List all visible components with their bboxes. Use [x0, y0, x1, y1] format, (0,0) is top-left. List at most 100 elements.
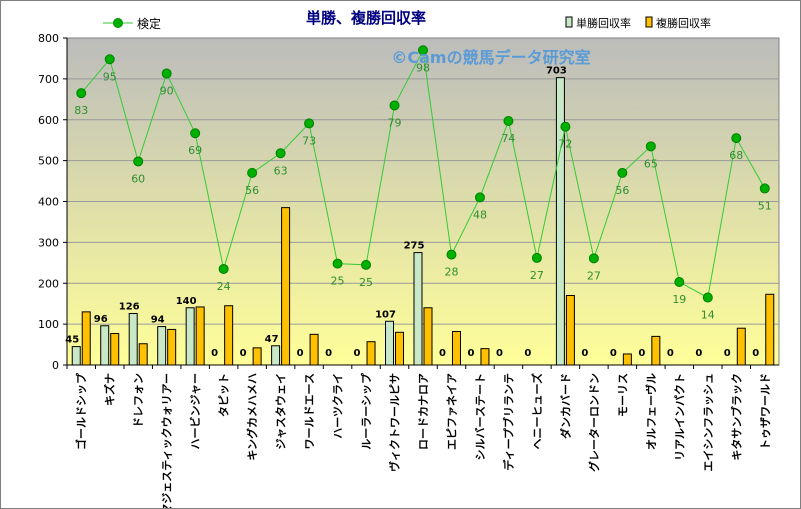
win-value-label: 96	[94, 314, 108, 325]
place-bar	[395, 331, 405, 366]
score-value-label: 19	[672, 293, 686, 306]
score-marker	[702, 292, 713, 303]
score-value-label: 25	[359, 276, 373, 289]
place-bar	[451, 330, 461, 366]
y-tick-label: 300	[38, 236, 59, 249]
y-tick-label: 800	[38, 32, 59, 45]
win-value-label: 703	[546, 66, 567, 77]
legend-win-swatch	[565, 16, 573, 28]
score-value-label: 27	[530, 269, 544, 282]
score-value-label: 14	[701, 309, 715, 322]
category-label: ハーツクライ	[332, 373, 345, 439]
score-value-label: 48	[473, 208, 487, 221]
place-bar	[651, 335, 661, 366]
score-marker	[474, 192, 485, 203]
category-label: マジェスティックウォリアー	[161, 373, 174, 508]
score-value-label: 72	[558, 138, 572, 151]
win-bar	[71, 346, 81, 366]
place-bar	[167, 328, 177, 366]
score-marker	[503, 115, 514, 126]
win-value-label: 0	[724, 348, 731, 359]
win-bar	[157, 326, 167, 366]
legend-line-label: 検定	[137, 16, 161, 31]
win-value-label: 0	[297, 348, 304, 359]
win-bar	[100, 325, 110, 366]
place-bar	[224, 305, 234, 366]
win-value-label: 0	[667, 348, 674, 359]
score-value-label: 74	[501, 132, 515, 145]
category-label: キタサンブラック	[729, 373, 743, 461]
win-value-label: 275	[404, 241, 425, 252]
category-label: ジャスタウェイ	[275, 373, 288, 449]
win-value-label: 140	[176, 296, 197, 307]
category-label: グレーターロンドン	[587, 373, 601, 472]
win-value-label: 0	[240, 348, 247, 359]
score-marker	[588, 253, 599, 264]
win-value-label: 0	[211, 348, 218, 359]
category-label: エイシンフラッシュ	[702, 373, 715, 472]
score-marker	[76, 88, 87, 99]
win-value-label: 0	[325, 348, 332, 359]
place-bar	[138, 343, 148, 366]
win-value-label: 45	[65, 335, 79, 346]
win-bar	[128, 312, 138, 366]
place-bar	[736, 327, 746, 366]
win-value-label: 94	[151, 315, 165, 326]
y-tick-label: 600	[38, 114, 59, 127]
y-tick-label: 400	[38, 196, 59, 209]
score-marker	[731, 133, 742, 144]
score-marker	[389, 100, 400, 111]
category-label: オルフェーヴル	[644, 373, 658, 450]
score-value-label: 25	[331, 275, 345, 288]
win-bar	[271, 345, 281, 366]
category-label: ロードカナロア	[417, 373, 430, 450]
score-value-label: 56	[615, 184, 629, 197]
score-marker	[104, 54, 115, 65]
chart-title: 単勝、複勝回収率	[306, 9, 426, 27]
score-value-label: 79	[388, 116, 402, 129]
win-bar	[555, 77, 565, 366]
score-value-label: 63	[274, 164, 288, 177]
score-value-label: 95	[103, 70, 117, 83]
place-bar	[765, 293, 775, 366]
win-value-label: 0	[695, 348, 702, 359]
win-value-label: 47	[265, 334, 279, 345]
score-marker	[218, 263, 229, 274]
win-value-label: 0	[638, 348, 645, 359]
win-value-label: 126	[119, 301, 140, 312]
place-bar	[281, 207, 291, 366]
place-bar	[309, 333, 319, 366]
category-label: トゥザワールド	[759, 373, 772, 450]
legend-place-swatch	[645, 16, 653, 28]
score-marker	[446, 249, 457, 260]
win-value-label: 0	[354, 348, 361, 359]
score-value-label: 28	[444, 266, 458, 279]
category-label: ヘニーヒューズ	[530, 373, 544, 449]
score-marker	[418, 45, 428, 56]
legend-marker-swatch	[113, 18, 123, 28]
score-marker	[161, 68, 172, 79]
category-label: エピファネイア	[445, 373, 458, 450]
win-bar	[413, 252, 423, 366]
y-tick-label: 100	[38, 318, 59, 331]
y-tick-label: 200	[38, 277, 59, 290]
score-marker	[332, 258, 343, 269]
score-marker	[645, 141, 656, 152]
category-label: ルーラーシップ	[359, 372, 373, 450]
score-marker	[674, 277, 685, 288]
score-value-label: 56	[245, 184, 259, 197]
win-value-label: 0	[752, 348, 759, 359]
win-value-label: 107	[375, 309, 396, 320]
y-tick-label: 0	[52, 359, 59, 372]
score-marker	[361, 259, 372, 270]
score-value-label: 60	[131, 172, 145, 185]
score-value-label: 73	[302, 134, 316, 147]
score-value-label: 98	[416, 61, 430, 74]
place-bar	[622, 353, 632, 366]
score-value-label: 24	[217, 280, 231, 293]
win-value-label: 0	[581, 348, 588, 359]
score-value-label: 51	[758, 199, 772, 212]
category-label: ドレフォン	[132, 373, 145, 428]
category-label: ディープブリランテ	[501, 373, 515, 471]
